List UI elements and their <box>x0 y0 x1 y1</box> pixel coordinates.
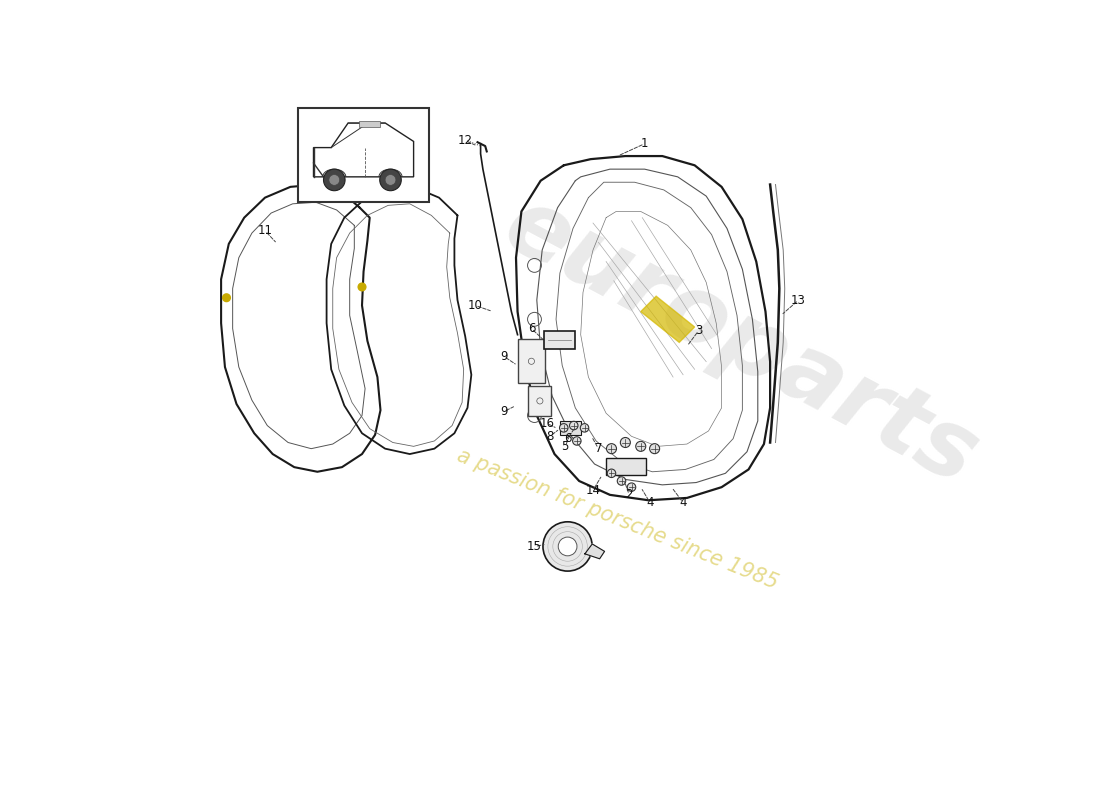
Circle shape <box>222 294 230 302</box>
Text: 12: 12 <box>458 134 473 147</box>
Circle shape <box>543 522 592 571</box>
Circle shape <box>570 422 578 430</box>
Text: europarts: europarts <box>488 179 993 506</box>
Bar <box>606 458 646 475</box>
Circle shape <box>617 477 626 486</box>
Circle shape <box>650 444 660 454</box>
Circle shape <box>323 169 345 190</box>
FancyBboxPatch shape <box>359 121 380 126</box>
Text: 16: 16 <box>539 417 554 430</box>
Bar <box>298 108 429 202</box>
Circle shape <box>627 483 636 491</box>
Text: 4: 4 <box>646 496 653 509</box>
Text: 4: 4 <box>680 496 686 509</box>
Text: 7: 7 <box>595 442 602 455</box>
Text: 8: 8 <box>547 430 553 443</box>
Text: 11: 11 <box>257 224 273 238</box>
Circle shape <box>636 442 646 451</box>
Text: 6: 6 <box>564 432 571 445</box>
Text: 3: 3 <box>695 324 702 338</box>
Text: 10: 10 <box>468 299 483 312</box>
Polygon shape <box>585 544 605 558</box>
Polygon shape <box>640 296 695 342</box>
Text: 5: 5 <box>562 440 569 453</box>
Text: 9: 9 <box>499 405 507 418</box>
Text: 9: 9 <box>499 350 507 362</box>
Text: 1: 1 <box>641 138 648 150</box>
Circle shape <box>359 283 366 291</box>
Text: a passion for porsche since 1985: a passion for porsche since 1985 <box>454 446 781 594</box>
Text: 14: 14 <box>585 484 601 497</box>
Circle shape <box>606 444 616 454</box>
Text: 15: 15 <box>527 540 542 553</box>
Text: 6: 6 <box>528 322 536 335</box>
FancyBboxPatch shape <box>528 386 551 416</box>
Circle shape <box>620 438 630 447</box>
Circle shape <box>558 537 578 556</box>
Circle shape <box>581 424 589 432</box>
Text: 13: 13 <box>791 294 806 306</box>
Circle shape <box>573 437 581 445</box>
Circle shape <box>379 169 401 190</box>
Bar <box>560 421 582 435</box>
FancyBboxPatch shape <box>543 331 574 350</box>
Circle shape <box>385 174 396 186</box>
FancyBboxPatch shape <box>518 339 544 383</box>
Text: 2: 2 <box>626 488 632 502</box>
Circle shape <box>560 424 568 432</box>
Circle shape <box>329 174 340 186</box>
Circle shape <box>607 469 616 478</box>
